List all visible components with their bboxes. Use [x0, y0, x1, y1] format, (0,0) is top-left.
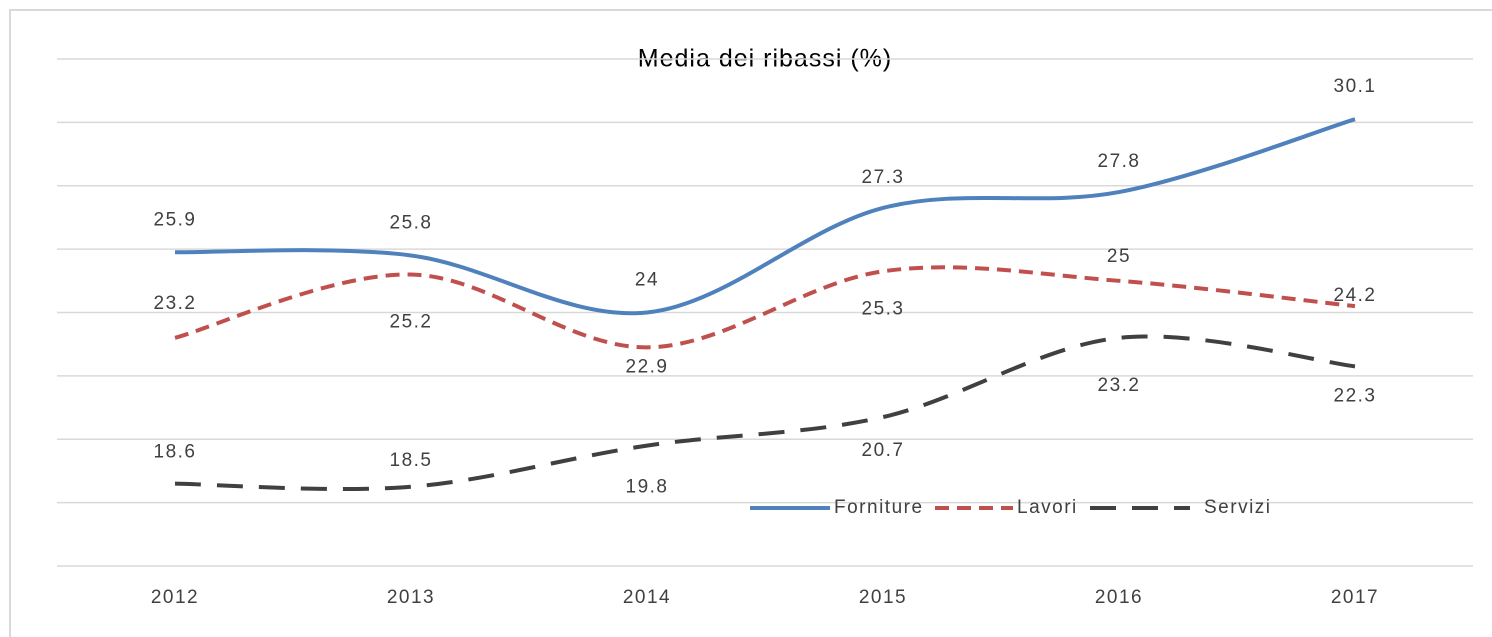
data-label: 22.9	[626, 356, 669, 377]
data-label: 25.2	[390, 311, 433, 332]
x-tick-label: 2013	[387, 587, 435, 608]
data-label: 23.2	[154, 293, 197, 314]
x-tick-label: 2015	[859, 587, 907, 608]
data-label: 25.3	[862, 298, 905, 319]
x-tick-label: 2016	[1095, 587, 1143, 608]
x-tick-label: 2012	[151, 587, 199, 608]
data-label: 24.2	[1334, 285, 1377, 306]
legend-label: Lavori	[1017, 497, 1078, 518]
data-label: 25	[1107, 246, 1131, 267]
data-label: 30.1	[1334, 76, 1377, 97]
data-label: 20.7	[862, 440, 905, 461]
data-label: 19.8	[626, 477, 669, 498]
series-line	[174, 117, 1356, 316]
data-label: 18.5	[390, 450, 433, 471]
x-tick-label: 2014	[623, 587, 671, 608]
data-label: 23.2	[1098, 375, 1141, 396]
data-label: 18.6	[154, 442, 197, 463]
legend-label: Forniture	[834, 497, 924, 518]
x-tick-label: 2017	[1331, 587, 1379, 608]
data-label: 27.8	[1098, 151, 1141, 172]
data-label: 25.8	[390, 212, 433, 233]
data-label: 24	[635, 270, 659, 291]
chart-frame	[9, 9, 1492, 637]
data-label: 27.3	[862, 167, 905, 188]
series-line	[174, 334, 1356, 492]
legend-label: Servizi	[1204, 497, 1272, 518]
data-label: 25.9	[154, 209, 197, 230]
data-label: 22.3	[1334, 385, 1377, 406]
